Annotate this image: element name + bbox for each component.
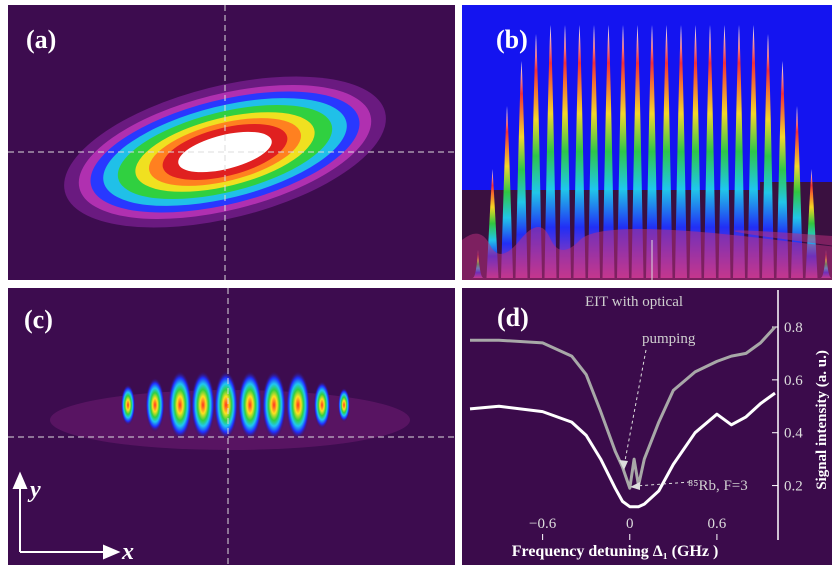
spot: [314, 381, 331, 429]
figure: (a) (b) y x (c) 0.2 0.4 0.6 0.8 −0.6 0 0.6 (d)…: [0, 0, 836, 569]
x-tick-label: 0.6: [708, 516, 727, 532]
spot: [168, 371, 192, 439]
axis-label: y: [27, 477, 41, 503]
spot: [286, 371, 310, 439]
panel-label: (b): [496, 25, 528, 54]
panel-label: (a): [26, 25, 56, 54]
x-tick-label: −0.6: [529, 516, 557, 532]
spot: [238, 371, 262, 439]
y-tick-label: 0.2: [784, 479, 803, 495]
spot: [262, 371, 286, 439]
spot: [338, 388, 350, 422]
spot: [145, 378, 164, 432]
annotation: pumping: [642, 331, 696, 347]
y-tick-label: 0.6: [784, 373, 803, 389]
axis-label: x: [121, 539, 134, 565]
x-tick-label: 0: [626, 516, 634, 532]
y-tick-label: 0.4: [784, 426, 803, 442]
panel-label: (d): [497, 303, 529, 332]
spot: [191, 371, 215, 439]
panel-label: (c): [24, 305, 53, 334]
y-tick-label: 0.8: [784, 320, 803, 336]
annotation: ⁸⁵Rb, F=3: [688, 478, 748, 494]
spot: [121, 385, 135, 426]
spot: [214, 371, 238, 439]
x-axis-label: Frequency detuning Δ₁ (GHz ): [512, 543, 719, 560]
y-axis-label: Signal intensity (a. u.): [814, 350, 830, 490]
annotation: EIT with optical: [585, 294, 683, 310]
